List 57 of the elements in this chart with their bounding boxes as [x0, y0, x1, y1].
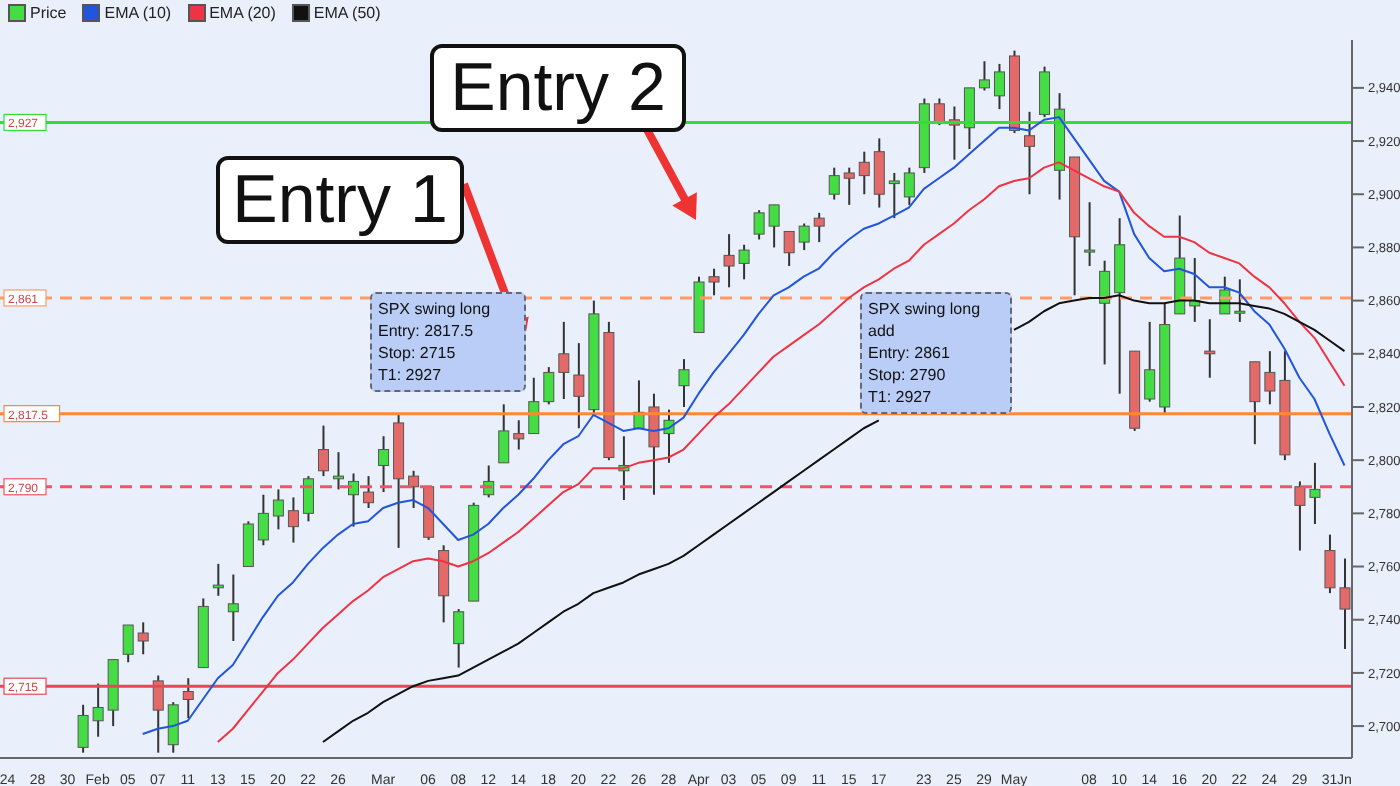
candlestick — [122, 624, 134, 664]
candlestick — [843, 166, 855, 206]
candlestick — [257, 493, 269, 547]
candlestick — [1234, 278, 1246, 323]
candlestick — [573, 342, 585, 430]
candlestick — [272, 488, 284, 531]
candlestick — [453, 608, 465, 669]
candlestick — [813, 211, 825, 244]
candlestick — [1084, 201, 1096, 268]
candlestick — [1144, 320, 1156, 403]
candlestick — [873, 137, 885, 209]
candlestick — [513, 419, 525, 451]
legend-label: EMA (10) — [102, 4, 172, 22]
candlestick — [242, 520, 254, 568]
candlestick — [408, 469, 420, 510]
candlestick — [783, 230, 795, 268]
candlestick — [1204, 318, 1216, 379]
candlestick — [332, 451, 344, 491]
candlestick — [1249, 360, 1261, 446]
candlestick — [903, 166, 915, 206]
candlestick — [212, 562, 224, 597]
candlestick — [933, 97, 945, 127]
candlestick — [317, 424, 329, 478]
candlestick — [978, 60, 990, 92]
candlestick — [1024, 110, 1036, 196]
candlestick — [1039, 65, 1051, 119]
candlestick — [438, 544, 450, 624]
candlestick — [993, 62, 1005, 111]
candlestick — [182, 677, 194, 720]
legend-label: EMA (50) — [311, 4, 381, 22]
candlestick — [1114, 217, 1126, 395]
annotation: SPX swing long Entry: 2817.5 Stop: 2715 T1: 2927 — [370, 292, 526, 392]
candlestick — [363, 475, 375, 510]
candlestick — [528, 376, 540, 435]
candlestick — [828, 166, 840, 201]
candlestick — [378, 435, 390, 494]
legend-label: Price — [28, 4, 67, 22]
candlestick — [348, 472, 360, 528]
candlestick — [963, 86, 975, 151]
candlestick — [302, 475, 314, 523]
candlestick — [227, 573, 239, 642]
annotation: SPX swing long add Entry: 2861 Stop: 2790 T1: 2927 — [860, 292, 1012, 414]
candlestick — [137, 621, 149, 656]
candlestick — [543, 366, 555, 406]
candlestick — [287, 496, 299, 544]
candlestick — [498, 403, 510, 464]
candlestick — [798, 222, 810, 252]
candlestick — [1099, 259, 1111, 366]
candlestick — [167, 701, 179, 754]
annotation: Entry 1 — [216, 156, 464, 244]
candlestick — [558, 320, 570, 400]
legend-label: EMA (20) — [207, 4, 276, 22]
candlestick — [678, 358, 690, 408]
annotation: Entry 2 — [430, 44, 686, 132]
candlestick — [888, 171, 900, 220]
candlestick — [858, 150, 870, 196]
candlestick — [152, 674, 164, 754]
